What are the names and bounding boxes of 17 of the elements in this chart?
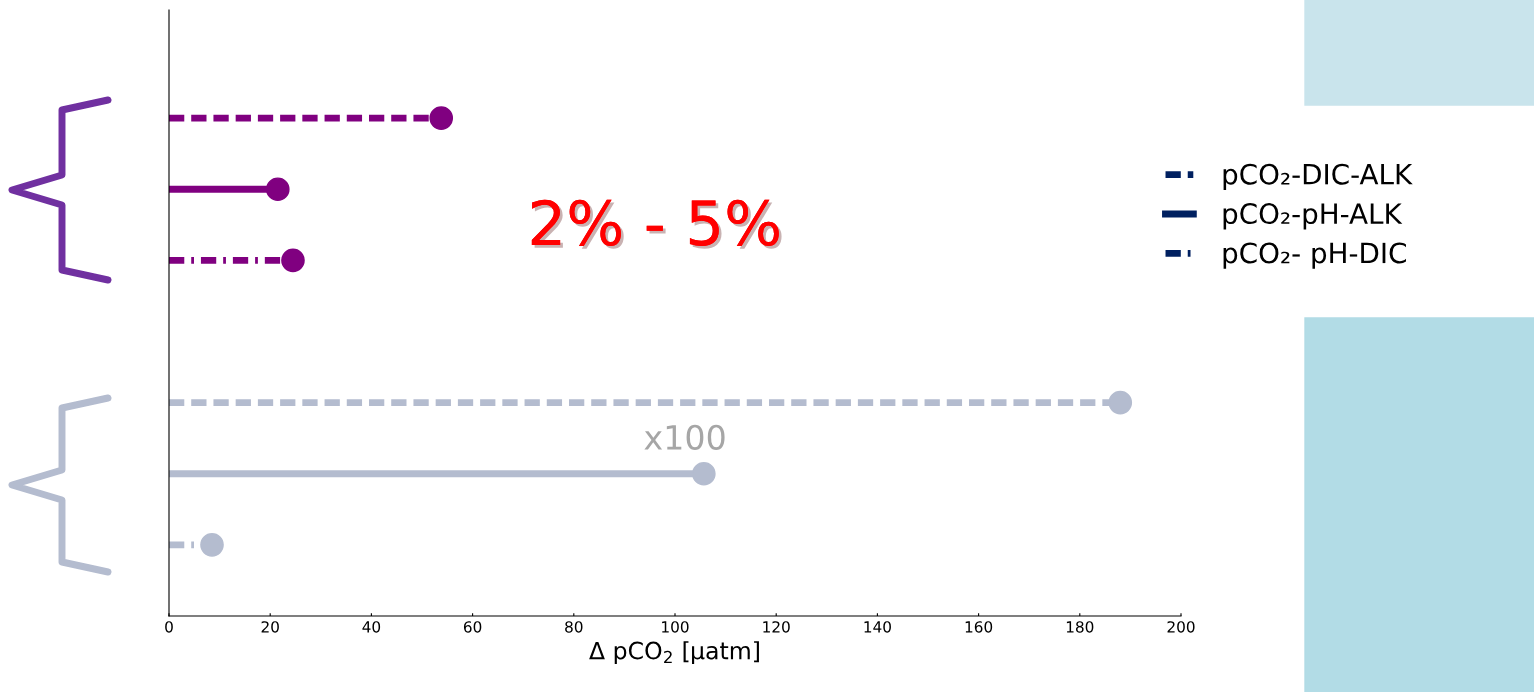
x-tick-label: 0 bbox=[165, 621, 173, 633]
x-tick-label: 200 bbox=[1167, 621, 1195, 633]
text: pCO₂-pH-ALK bbox=[1223, 203, 1403, 230]
x-tick-label: 80 bbox=[565, 621, 583, 633]
annotation: 2% - 5% bbox=[531, 199, 782, 249]
text: pCO₂-DIC-ALK bbox=[1223, 163, 1413, 191]
x-tick-label: 20 bbox=[261, 621, 279, 633]
x-axis-title: Δ pCO$_{2}$ [µatm] bbox=[589, 641, 759, 665]
annotation: x100 bbox=[644, 424, 725, 450]
x-tick-label: 180 bbox=[1066, 621, 1094, 633]
x-tick-label: 100 bbox=[662, 621, 689, 633]
x-tick-label: 120 bbox=[763, 621, 790, 633]
x-tick-label: 60 bbox=[463, 621, 482, 633]
x-tick-label: 140 bbox=[864, 621, 891, 633]
text: pCO₂- pH-DIC bbox=[1223, 242, 1406, 269]
x-tick-label: 40 bbox=[362, 621, 381, 633]
x-tick-label: 160 bbox=[965, 621, 993, 633]
